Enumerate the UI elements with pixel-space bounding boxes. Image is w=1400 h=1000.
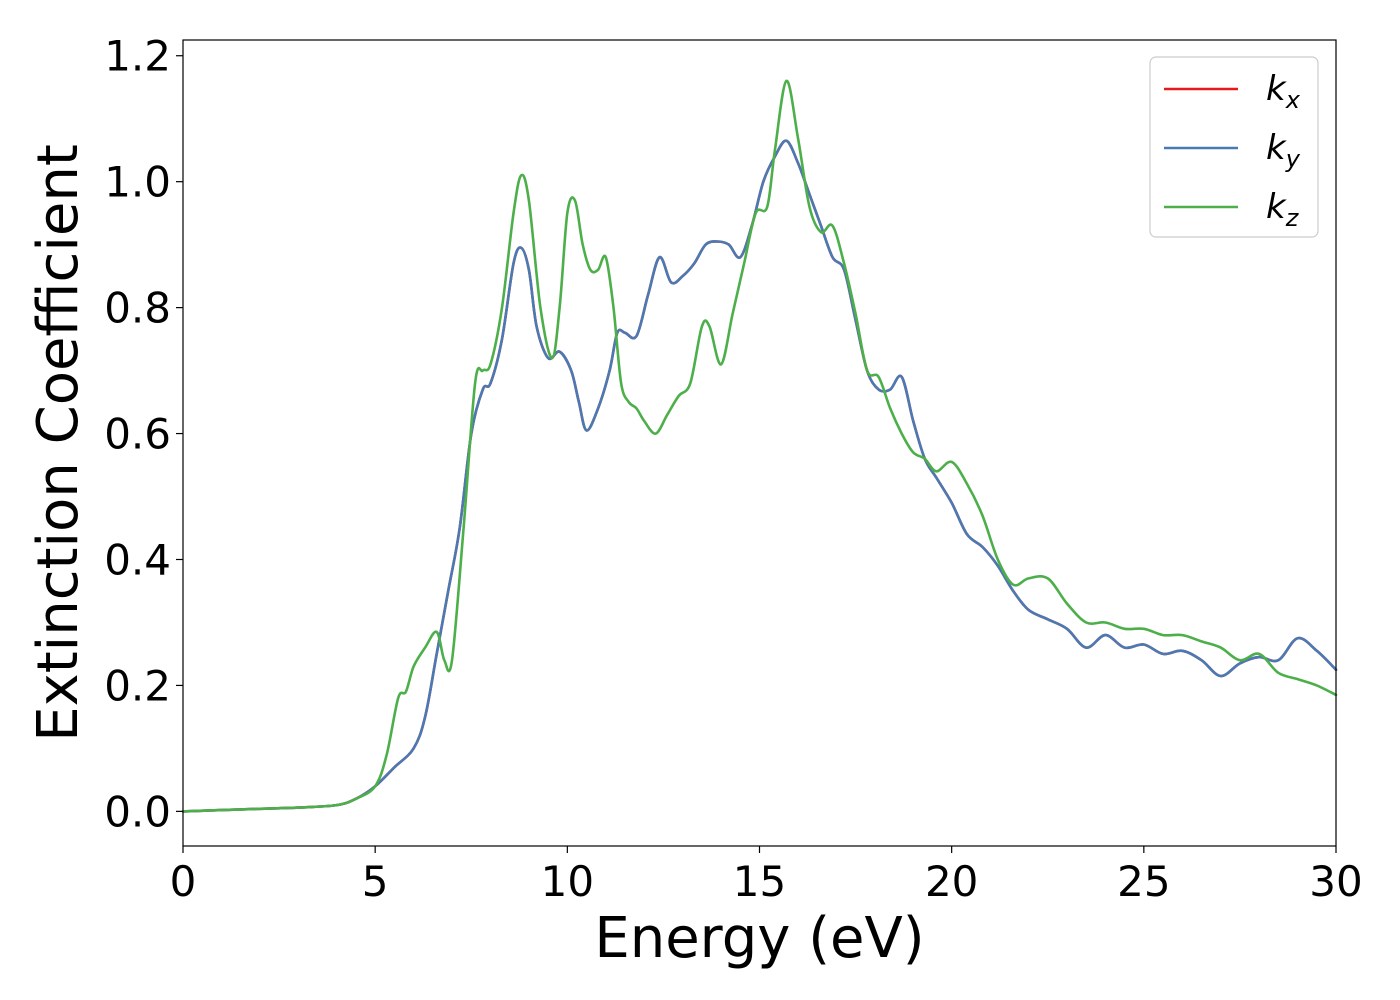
- y-tick-label: 1.0: [104, 158, 171, 207]
- x-axis-title: Energy (eV): [594, 906, 924, 971]
- y-tick-label: 1.2: [104, 32, 171, 81]
- legend-label-kz: kz: [1266, 187, 1300, 232]
- x-tick-label: 5: [362, 857, 389, 906]
- y-tick-label: 0.4: [104, 535, 171, 584]
- y-axis-ticks: 0.0 0.2 0.4 0.6 0.8 1.0 1.2: [104, 32, 183, 836]
- x-tick-label: 30: [1309, 857, 1362, 906]
- x-tick-label: 25: [1117, 857, 1170, 906]
- y-tick-label: 0.2: [104, 661, 171, 710]
- x-tick-label: 20: [925, 857, 978, 906]
- y-tick-label: 0.8: [104, 284, 171, 333]
- legend: kx ky kz: [1149, 56, 1319, 238]
- x-tick-label: 0: [170, 857, 197, 906]
- x-tick-label: 10: [541, 857, 594, 906]
- y-axis-title: Extinction Coefficient: [26, 144, 91, 742]
- plot-area: [183, 40, 1336, 846]
- x-axis-ticks: 0 5 10 15 20 25 30: [170, 846, 1363, 906]
- x-tick-label: 15: [733, 857, 786, 906]
- legend-label-kx: kx: [1266, 69, 1301, 114]
- legend-label-ky: ky: [1266, 128, 1301, 173]
- series-line-kz: [181, 79, 1338, 813]
- y-tick-label: 0.0: [104, 787, 171, 836]
- series-layer: [181, 79, 1338, 813]
- y-tick-label: 0.6: [104, 410, 171, 459]
